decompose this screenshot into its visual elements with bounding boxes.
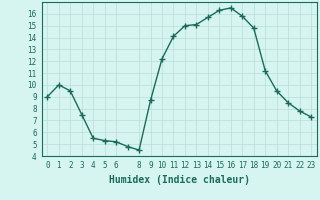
X-axis label: Humidex (Indice chaleur): Humidex (Indice chaleur) (109, 175, 250, 185)
